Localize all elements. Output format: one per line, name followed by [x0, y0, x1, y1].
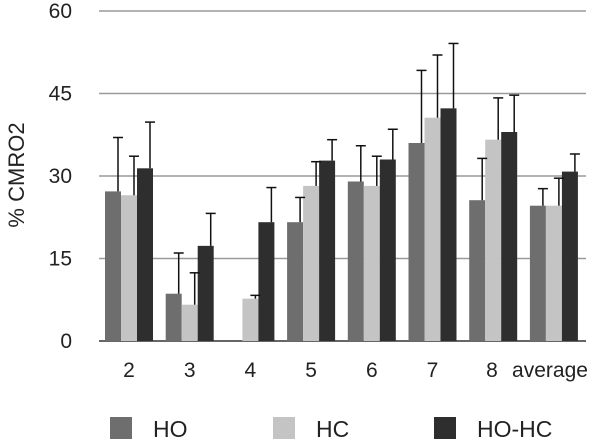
bar-ho-hc-8 [501, 132, 518, 341]
bar-hc-average [545, 205, 562, 341]
bar-ho-2 [105, 191, 121, 341]
bar-ho-hc-average [561, 171, 578, 341]
bar-ho-6 [347, 181, 364, 341]
bars [105, 108, 578, 341]
legend-label-ho-hc: HO-HC [477, 416, 552, 442]
bar-ho-hc-3 [197, 245, 214, 341]
legend-swatch-ho [110, 417, 132, 439]
bar-ho-hc-5 [319, 160, 336, 341]
bar-ho-average [529, 205, 546, 341]
bar-ho-8 [469, 200, 486, 341]
legend-swatch-ho-hc [434, 417, 456, 439]
bar-hc-3 [181, 304, 198, 341]
legend-swatch-hc [273, 417, 295, 439]
y-axis-ticks: 0 15 30 45 60 [49, 0, 72, 353]
x-tick-label: 7 [427, 359, 439, 382]
x-tick-label: 5 [305, 359, 317, 382]
bar-ho-7 [408, 143, 425, 341]
x-tick-label: 2 [123, 359, 135, 382]
bar-ho-hc-2 [137, 168, 153, 341]
error-bars [113, 42, 580, 305]
bar-hc-4 [242, 298, 259, 341]
bar-ho-hc-7 [440, 108, 457, 341]
bar-hc-2 [121, 195, 137, 341]
legend: HO HC HO-HC [110, 416, 552, 442]
bar-ho-hc-4 [258, 222, 275, 341]
y-tick-label: 15 [49, 248, 72, 271]
y-tick-label: 30 [49, 165, 72, 188]
legend-label-ho: HO [153, 416, 188, 442]
legend-label-hc: HC [316, 416, 349, 442]
x-tick-label: 3 [184, 359, 196, 382]
bar-hc-7 [424, 117, 441, 341]
y-tick-label: 60 [49, 0, 72, 23]
x-tick-label: average [512, 359, 588, 382]
y-tick-label: 45 [49, 83, 72, 106]
x-tick-label: 6 [366, 359, 378, 382]
bar-ho-3 [165, 293, 182, 341]
bar-hc-6 [363, 185, 380, 341]
x-axis-ticks: 2 3 4 5 6 7 8 average [123, 359, 588, 382]
bar-ho-hc-6 [379, 159, 396, 341]
bar-hc-8 [485, 139, 502, 341]
y-axis-label: % CMRO2 [4, 122, 29, 227]
x-tick-label: 8 [486, 359, 498, 382]
y-tick-label: 0 [60, 330, 72, 353]
bar-ho-5 [287, 222, 304, 341]
bar-hc-5 [303, 185, 320, 341]
x-tick-label: 4 [245, 359, 257, 382]
